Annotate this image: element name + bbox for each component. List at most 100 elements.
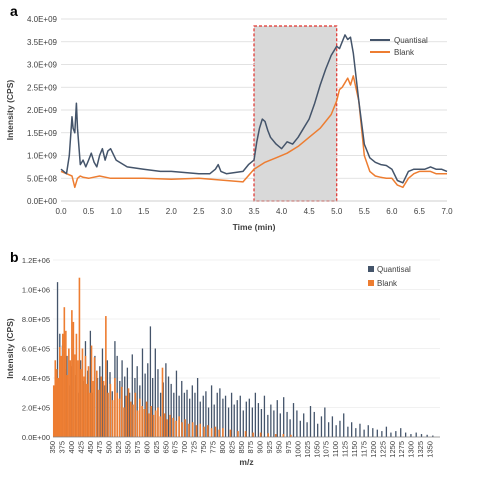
- chart-b-y-tick-label: 0.0E+00: [22, 433, 50, 442]
- chart-a-gridlines: [61, 18, 447, 179]
- chart-b-bar-blank: [52, 385, 55, 438]
- chart-b-bar-quantisal: [101, 348, 104, 437]
- chart-b-bar-blank: [244, 431, 247, 437]
- chart-a-x-tick-label: 7.0: [441, 207, 453, 216]
- chart-b-bar-quantisal: [254, 392, 257, 437]
- chart-b-bar-blank: [134, 392, 137, 437]
- chart-b-x-tick-label: 850: [237, 441, 246, 454]
- chart-b-bar-blank: [154, 410, 157, 437]
- chart-b-bar-quantisal: [292, 403, 295, 437]
- chart-b-bar-blank: [184, 419, 186, 437]
- chart-b-bar-blank: [98, 389, 100, 437]
- chart-b-bar-blank: [100, 376, 103, 437]
- chart-b-y-tick-label: 1.0E+06: [22, 286, 50, 295]
- chart-b-panel-label: b: [10, 249, 19, 265]
- chart-b-x-tick-label: 550: [124, 441, 133, 454]
- chart-a-x-tick-label: 2.5: [193, 207, 205, 216]
- chart-b-bar-quantisal: [270, 404, 272, 437]
- chart-a-y-tick-label: 5.0E+08: [27, 174, 58, 183]
- chart-b-x-tick-label: 425: [76, 441, 85, 454]
- chart-b-bar-blank: [84, 355, 87, 438]
- chart-b-bar-quantisal: [236, 400, 238, 438]
- chart-b-bar-quantisal: [385, 426, 388, 437]
- chart-b-x-tick-label: 650: [161, 441, 170, 454]
- chart-b-x-tick-label: 600: [142, 441, 151, 454]
- chart-a-panel-label: a: [10, 3, 18, 19]
- chart-b-bar-blank: [60, 355, 63, 438]
- chart-b-bar-quantisal: [263, 395, 266, 437]
- chart-b-x-tick-label: 525: [114, 441, 123, 454]
- chart-a-x-tick-label: 3.0: [221, 207, 233, 216]
- chart-b-bar-blank: [163, 413, 166, 437]
- chart-b-bar-quantisal: [181, 380, 183, 437]
- chart-b-bar-quantisal: [273, 410, 275, 437]
- chart-b-bar-blank: [175, 420, 177, 437]
- chart-a-x-tick-labels: 0.0 0.5 1.0 1.5 2.0 2.5 3.0 3.5 4.0 4.5 5.0 5.5 6.0 6…: [55, 207, 453, 216]
- chart-a-x-tick-label: 1.5: [138, 207, 150, 216]
- chart-b-bar-blank: [111, 400, 114, 438]
- chart-b-bar-blank: [59, 347, 61, 437]
- chart-b-bar-quantisal: [251, 407, 253, 437]
- chart-b-bar-quantisal: [320, 416, 323, 437]
- chart-b-bar-blank: [75, 333, 78, 437]
- chart-b-bar-blank: [199, 423, 202, 437]
- chart-b-bar-blank: [120, 386, 123, 437]
- chart-b-bar-blank: [148, 413, 150, 437]
- chart-b-bar-blank: [125, 395, 128, 437]
- chart-b-bar-blank: [139, 398, 141, 437]
- chart-a-y-tick-label: 3.5E+09: [27, 38, 58, 47]
- chart-a-y-tick-label: 3.0E+09: [27, 61, 58, 70]
- chart-a-x-tick-label: 2.0: [166, 207, 178, 216]
- chart-b-bar-quantisal: [303, 413, 305, 437]
- chart-b-x-tick-label: 625: [152, 441, 161, 454]
- chart-b-bar-quantisal: [351, 422, 353, 437]
- chart-a-x-tick-label: 6.0: [386, 207, 398, 216]
- chart-b-bar-blank: [68, 348, 70, 437]
- chart-b-bar-blank: [203, 426, 205, 437]
- chart-b-bar-blank: [96, 370, 98, 438]
- chart-b-bar-blank: [80, 369, 82, 437]
- chart-b-x-tick-label: 1200: [369, 441, 378, 458]
- chart-b-bar-blank: [282, 434, 285, 437]
- chart-b-bar-blank: [150, 406, 152, 437]
- chart-b-y-tick-label: 6.0E+05: [22, 345, 50, 354]
- chart-b-bar-quantisal: [355, 428, 357, 437]
- chart-b-bar-quantisal: [404, 432, 407, 437]
- chart-b-bar-blank: [195, 425, 198, 437]
- chart-b-bar-blank: [274, 434, 277, 437]
- chart-b-bar-quantisal: [147, 363, 149, 437]
- chart-b-bar-quantisal: [239, 395, 241, 437]
- chart-b-x-tick-label: 775: [208, 441, 217, 454]
- chart-b-bar-quantisal: [173, 392, 175, 437]
- chart-b-x-tick-label: 1175: [359, 441, 368, 457]
- chart-b-x-tick-label: 700: [180, 441, 189, 454]
- chart-b-bar-blank: [237, 431, 239, 437]
- chart-a-x-tick-label: 5.0: [331, 207, 343, 216]
- chart-b-bar-quantisal: [131, 354, 133, 437]
- chart-b-bar-quantisal: [299, 420, 301, 437]
- chart-b-bar-quantisal: [257, 403, 260, 437]
- chart-b: b 0.0E+00 2.0E+05 4.0E+05 6.0E+05 8.0E+05 1.0…: [5, 249, 440, 467]
- chart-b-x-tick-label: 400: [67, 441, 76, 454]
- chart-b-bar-quantisal: [170, 383, 172, 437]
- chart-b-x-tick-label: 725: [190, 441, 199, 454]
- chart-a-y-tick-label: 0.0E+00: [27, 197, 58, 206]
- chart-b-bar-blank: [105, 316, 107, 437]
- chart-b-bar-quantisal: [420, 434, 423, 437]
- chart-b-bar-blank: [57, 378, 60, 437]
- chart-b-bar-quantisal: [245, 401, 247, 437]
- chart-b-x-tick-label: 1250: [388, 441, 397, 458]
- chart-b-x-tick-label: 675: [171, 441, 180, 454]
- chart-b-bar-quantisal: [124, 376, 126, 437]
- chart-b-bar-blank: [129, 401, 132, 437]
- chart-b-bar-blank: [132, 404, 134, 437]
- chart-b-x-tick-label: 875: [246, 441, 255, 454]
- chart-b-bar-quantisal: [230, 392, 233, 437]
- chart-b-x-tick-label: 375: [57, 441, 66, 454]
- chart-a-y-axis-title: Intensity (CPS): [5, 80, 15, 141]
- chart-b-legend-swatch: [368, 266, 374, 272]
- chart-b-bar-quantisal: [296, 410, 298, 437]
- chart-b-bar-blank: [72, 321, 75, 437]
- chart-b-bar-quantisal: [363, 429, 365, 438]
- chart-b-y-tick-label: 1.2E+06: [22, 256, 50, 265]
